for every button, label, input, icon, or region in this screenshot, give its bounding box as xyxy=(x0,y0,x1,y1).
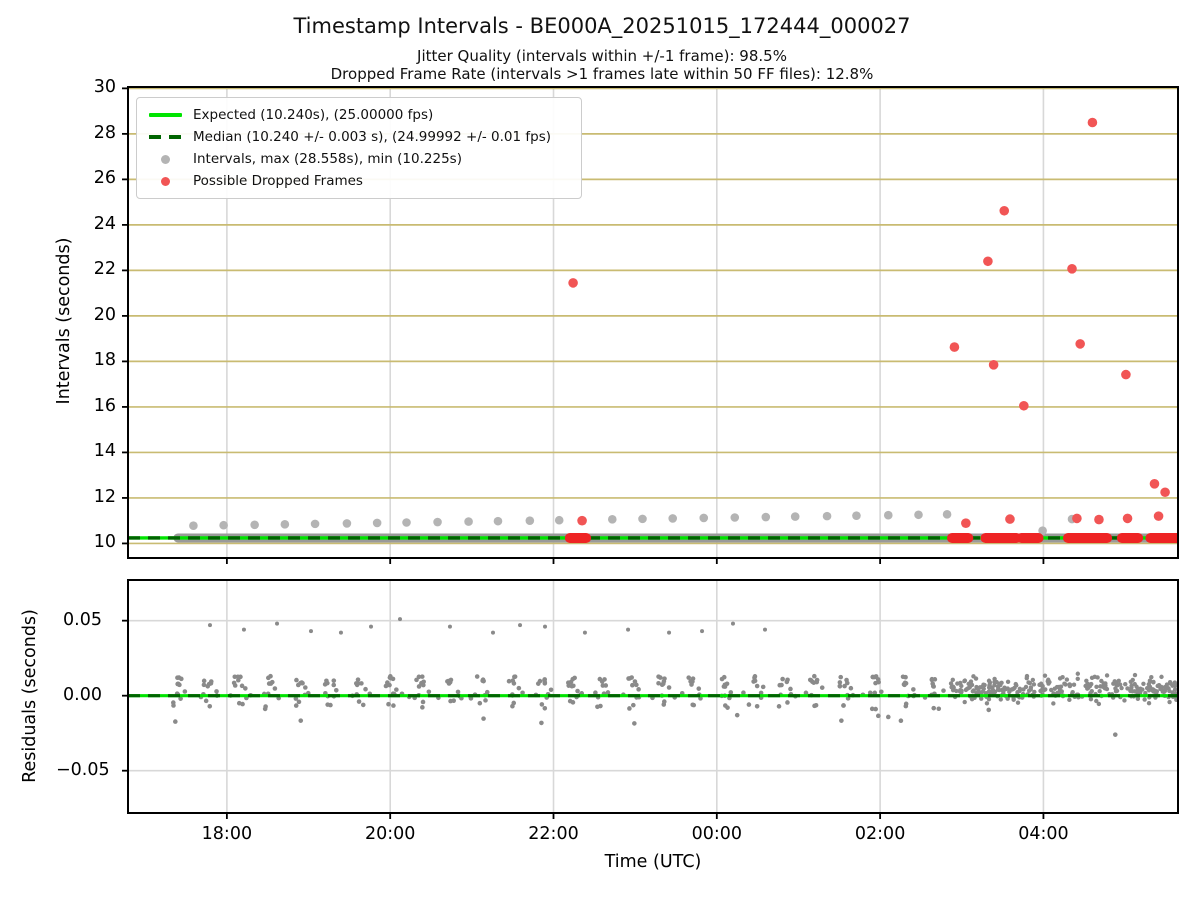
legend-label: Possible Dropped Frames xyxy=(193,173,363,189)
y-tick-label-intervals: 10 xyxy=(93,532,116,553)
legend-label: Median (10.240 +/- 0.003 s), (24.99992 +… xyxy=(193,129,552,145)
legend-entry-median: Median (10.240 +/- 0.003 s), (24.99992 +… xyxy=(145,126,571,148)
y-tick-label-intervals: 26 xyxy=(93,168,116,189)
chart-subtitle-jitter: Jitter Quality (intervals within +/-1 fr… xyxy=(417,47,787,65)
median-dashed-line-swatch xyxy=(145,135,185,139)
y-tick-label-intervals: 30 xyxy=(93,77,116,98)
y-tick-label-intervals: 24 xyxy=(93,213,116,234)
legend-entry-intervals: Intervals, max (28.558s), min (10.225s) xyxy=(145,148,571,170)
chart-subtitle-dropped: Dropped Frame Rate (intervals >1 frames … xyxy=(330,65,874,83)
y-tick-label-residuals: 0.00 xyxy=(63,684,102,705)
chart-title: Timestamp Intervals - BE000A_20251015_17… xyxy=(293,14,911,38)
y-tick-label-intervals: 12 xyxy=(93,486,116,507)
y-tick-label-intervals: 18 xyxy=(93,350,116,371)
legend-entry-dropped: Possible Dropped Frames xyxy=(145,170,571,192)
legend-box: Expected (10.240s), (25.00000 fps) Media… xyxy=(136,97,582,199)
x-tick-label: 18:00 xyxy=(201,824,253,844)
expected-line-swatch xyxy=(145,113,185,117)
x-tick-label: 22:00 xyxy=(528,824,579,844)
y-tick-label-intervals: 22 xyxy=(93,259,116,280)
y-tick-label-intervals: 16 xyxy=(93,395,116,416)
x-tick-label: 04:00 xyxy=(1018,824,1069,844)
y-tick-label-intervals: 20 xyxy=(93,304,116,325)
y-tick-label-residuals: −0.05 xyxy=(56,759,110,780)
legend-label: Intervals, max (28.558s), min (10.225s) xyxy=(193,151,462,167)
legend-entry-expected: Expected (10.240s), (25.00000 fps) xyxy=(145,104,571,126)
x-tick-label: 02:00 xyxy=(854,824,906,844)
x-axis-label: Time (UTC) xyxy=(604,852,702,872)
y-tick-label-intervals: 14 xyxy=(93,441,116,462)
y-tick-label-intervals: 28 xyxy=(93,122,116,143)
x-tick-label: 20:00 xyxy=(364,824,416,844)
y-tick-label-residuals: 0.05 xyxy=(63,609,102,630)
legend-label: Expected (10.240s), (25.00000 fps) xyxy=(193,107,434,123)
x-tick-label: 00:00 xyxy=(691,824,743,844)
gray-dot-swatch xyxy=(145,154,185,164)
red-dot-swatch xyxy=(145,176,185,186)
